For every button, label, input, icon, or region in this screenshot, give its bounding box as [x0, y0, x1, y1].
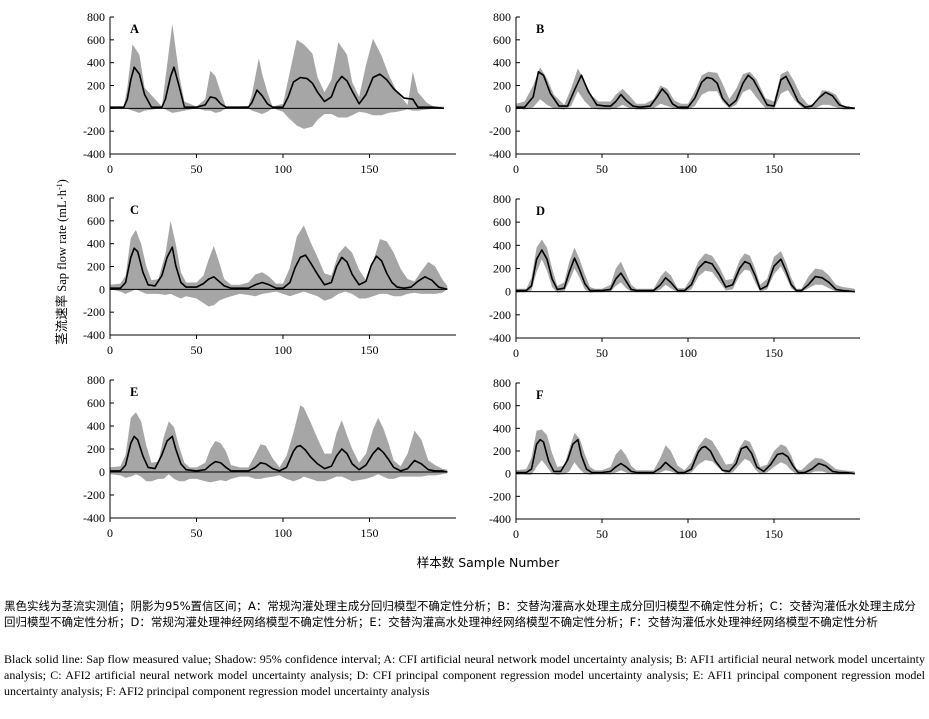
panel-f-y-tick-label: 800 — [493, 376, 511, 390]
panel-b-y-tick-label: 200 — [493, 79, 511, 93]
panel-e-confidence-band — [110, 405, 448, 483]
panel-f-x-tick-label: 150 — [765, 527, 783, 541]
panel-f-measured-line — [516, 438, 855, 475]
panel-e-y-tick-label: 0 — [99, 465, 105, 479]
panel-c-measured-line — [110, 246, 448, 291]
panel-c-confidence-band — [110, 220, 448, 307]
panel-b-y-tick-label: -200 — [489, 124, 511, 138]
panel-c-letter: C — [130, 203, 139, 217]
panel-d-letter: D — [536, 204, 545, 218]
panel-d-y-tick-label: 800 — [493, 192, 511, 206]
panel-d-y-tick-label: 600 — [493, 215, 511, 229]
panel-e-letter: E — [130, 385, 138, 399]
panel-d-x-tick-label: 50 — [596, 346, 608, 360]
panel-f-y-tick-label: 200 — [493, 444, 511, 458]
panel-a-letter: A — [130, 22, 139, 36]
panel-c-y-tick-label: -200 — [83, 305, 105, 319]
panel-f-y-tick-label: 400 — [493, 421, 511, 435]
panel-a-x-tick-label: 0 — [107, 162, 113, 176]
panel-c-y-tick-label: -400 — [83, 328, 105, 342]
caption-english: Black solid line: Sap flow measured valu… — [4, 652, 925, 698]
panel-e-x-tick-label: 0 — [107, 526, 113, 540]
panel-e-measured-line — [110, 435, 448, 473]
panel-a-y-tick-label: 400 — [87, 56, 105, 70]
panel-a-x-tick-label: 100 — [274, 162, 292, 176]
panel-b-x-tick-label: 0 — [513, 162, 519, 176]
panel-a-x-tick-label: 150 — [361, 162, 379, 176]
panel-d-y-tick-label: -200 — [489, 308, 511, 322]
panel-a-y-tick-label: -400 — [83, 147, 105, 161]
panel-f-confidence-band — [516, 429, 855, 475]
panel-d-y-tick-label: -400 — [489, 331, 511, 345]
panel-c-x-tick-label: 100 — [274, 343, 292, 357]
panel-e-x-tick-label: 50 — [191, 526, 203, 540]
panel-c-y-tick-label: 0 — [99, 282, 105, 296]
panel-e-y-tick-label: -200 — [83, 488, 105, 502]
panel-c-x-tick-label: 50 — [191, 343, 203, 357]
panel-b-letter: B — [536, 22, 544, 36]
panel-a-x-tick-label: 50 — [191, 162, 203, 176]
x-axis-label: 样本数 Sample Number — [417, 555, 560, 570]
panel-e: -400 -200 0 200 400 600 800 0 50 100 150 E — [83, 373, 456, 540]
panel-a-y-tick-label: 0 — [99, 101, 105, 115]
panel-d-y-tick-label: 0 — [505, 285, 511, 299]
panel-c-x-tick-label: 150 — [361, 343, 379, 357]
panel-d-y-tick-label: 200 — [493, 262, 511, 276]
panel-f-x-tick-label: 100 — [679, 527, 697, 541]
panel-e-x-tick-label: 150 — [361, 526, 379, 540]
panel-a-y-tick-label: 600 — [87, 33, 105, 47]
panel-e-y-tick-label: 600 — [87, 396, 105, 410]
panel-b-x-tick-label: 50 — [596, 162, 608, 176]
panel-c-y-tick-label: 200 — [87, 260, 105, 274]
panel-a-y-tick-label: 200 — [87, 79, 105, 93]
panel-a-confidence-band — [110, 23, 444, 129]
panel-c: -400 -200 0 200 400 600 800 0 50 100 150 C — [83, 191, 456, 357]
panel-d-x-tick-label: 100 — [679, 346, 697, 360]
panel-b-confidence-band — [516, 67, 855, 110]
panel-d-x-tick-label: 150 — [765, 346, 783, 360]
panel-f-y-tick-label: 600 — [493, 399, 511, 413]
panel-e-x-tick-label: 100 — [274, 526, 292, 540]
panel-f-y-tick-label: 0 — [505, 467, 511, 481]
panel-b: -400 -200 0 200 400 600 800 0 50 100 150 B — [489, 10, 860, 176]
panel-a-y-tick-label: 800 — [87, 10, 105, 24]
panel-b-y-tick-label: 0 — [505, 101, 511, 115]
panel-b-x-tick-label: 150 — [765, 162, 783, 176]
panel-f-x-tick-label: 0 — [513, 527, 519, 541]
panel-e-y-tick-label: 400 — [87, 419, 105, 433]
panel-c-x-tick-label: 0 — [107, 343, 113, 357]
panel-d-y-tick-label: 400 — [493, 238, 511, 252]
panel-e-y-tick-label: -400 — [83, 511, 105, 525]
y-axis-label: 茎流速率 Sap flow rate (mL·h-1) — [54, 179, 69, 345]
panel-b-measured-line — [516, 71, 855, 110]
panel-c-y-tick-label: 800 — [87, 191, 105, 205]
panel-d-x-tick-label: 0 — [513, 346, 519, 360]
caption-chinese: 黑色实线为茎流实测值；阴影为95%置信区间；A：常规沟灌处理主成分回归模型不确定… — [4, 599, 916, 629]
chart-area: 茎流速率 Sap flow rate (mL·h-1) 样本数 Sample N… — [54, 10, 860, 570]
panel-f-x-tick-label: 50 — [596, 527, 608, 541]
panel-e-y-tick-label: 200 — [87, 442, 105, 456]
panel-b-y-tick-label: 800 — [493, 10, 511, 24]
panel-d: -400 -200 0 200 400 600 800 0 50 100 150 D — [489, 192, 860, 360]
panel-e-y-tick-label: 800 — [87, 373, 105, 387]
panel-a-measured-line — [110, 66, 444, 110]
panel-b-x-tick-label: 100 — [679, 162, 697, 176]
panel-b-y-tick-label: 400 — [493, 56, 511, 70]
panel-c-y-tick-label: 600 — [87, 214, 105, 228]
panel-f-y-tick-label: -200 — [489, 489, 511, 503]
panel-a: -400 -200 0 200 400 600 800 0 50 100 150 A — [83, 10, 456, 176]
panel-d-confidence-band — [516, 239, 855, 293]
panel-d-measured-line — [516, 249, 855, 293]
panel-f-y-tick-label: -400 — [489, 512, 511, 526]
panel-f: -400 -200 0 200 400 600 800 0 50 100 150 F — [489, 376, 860, 541]
panel-b-y-tick-label: -400 — [489, 147, 511, 161]
panel-f-letter: F — [536, 388, 544, 402]
panel-c-y-tick-label: 400 — [87, 237, 105, 251]
panel-b-y-tick-label: 600 — [493, 33, 511, 47]
panel-a-y-tick-label: -200 — [83, 124, 105, 138]
